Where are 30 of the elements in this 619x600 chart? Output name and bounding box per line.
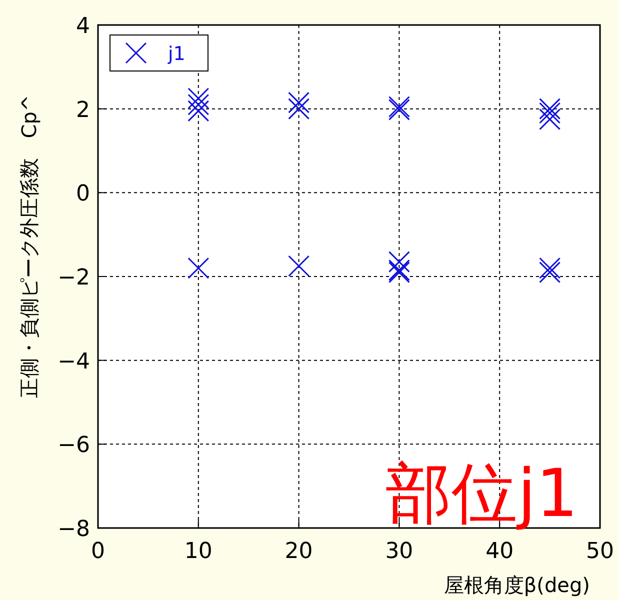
point — [288, 98, 310, 120]
x-axis-title: 屋根角度β(deg) — [444, 573, 590, 597]
point — [288, 255, 310, 277]
point — [188, 94, 210, 116]
legend-label: j1 — [167, 43, 186, 65]
point — [539, 98, 561, 120]
y-tick-label: 4 — [76, 14, 90, 39]
x-tick-label: 40 — [486, 539, 514, 564]
point — [388, 251, 410, 273]
y-tick-label: 2 — [76, 98, 90, 123]
y-tick-label: −4 — [58, 349, 90, 374]
point — [188, 88, 210, 110]
legend: j1 — [110, 34, 208, 72]
x-tick-label: 50 — [586, 539, 614, 564]
y-tick-label: 0 — [76, 182, 90, 207]
y-tick-label: −8 — [58, 517, 90, 542]
point — [539, 257, 561, 279]
point — [539, 262, 561, 284]
point — [188, 100, 210, 122]
y-tick-label: −6 — [58, 433, 90, 458]
x-tick-label: 30 — [385, 539, 414, 564]
point — [539, 102, 561, 124]
point — [539, 108, 561, 130]
y-axis-title: 正側・負側ピーク外圧係数 Cp^ — [17, 94, 41, 398]
x-tick-label: 20 — [284, 539, 313, 564]
y-tick-label: −2 — [58, 266, 90, 290]
x-tick-label: 10 — [184, 539, 212, 564]
annotation: 部位j1 — [386, 455, 578, 532]
point — [288, 92, 310, 114]
point — [188, 257, 210, 279]
